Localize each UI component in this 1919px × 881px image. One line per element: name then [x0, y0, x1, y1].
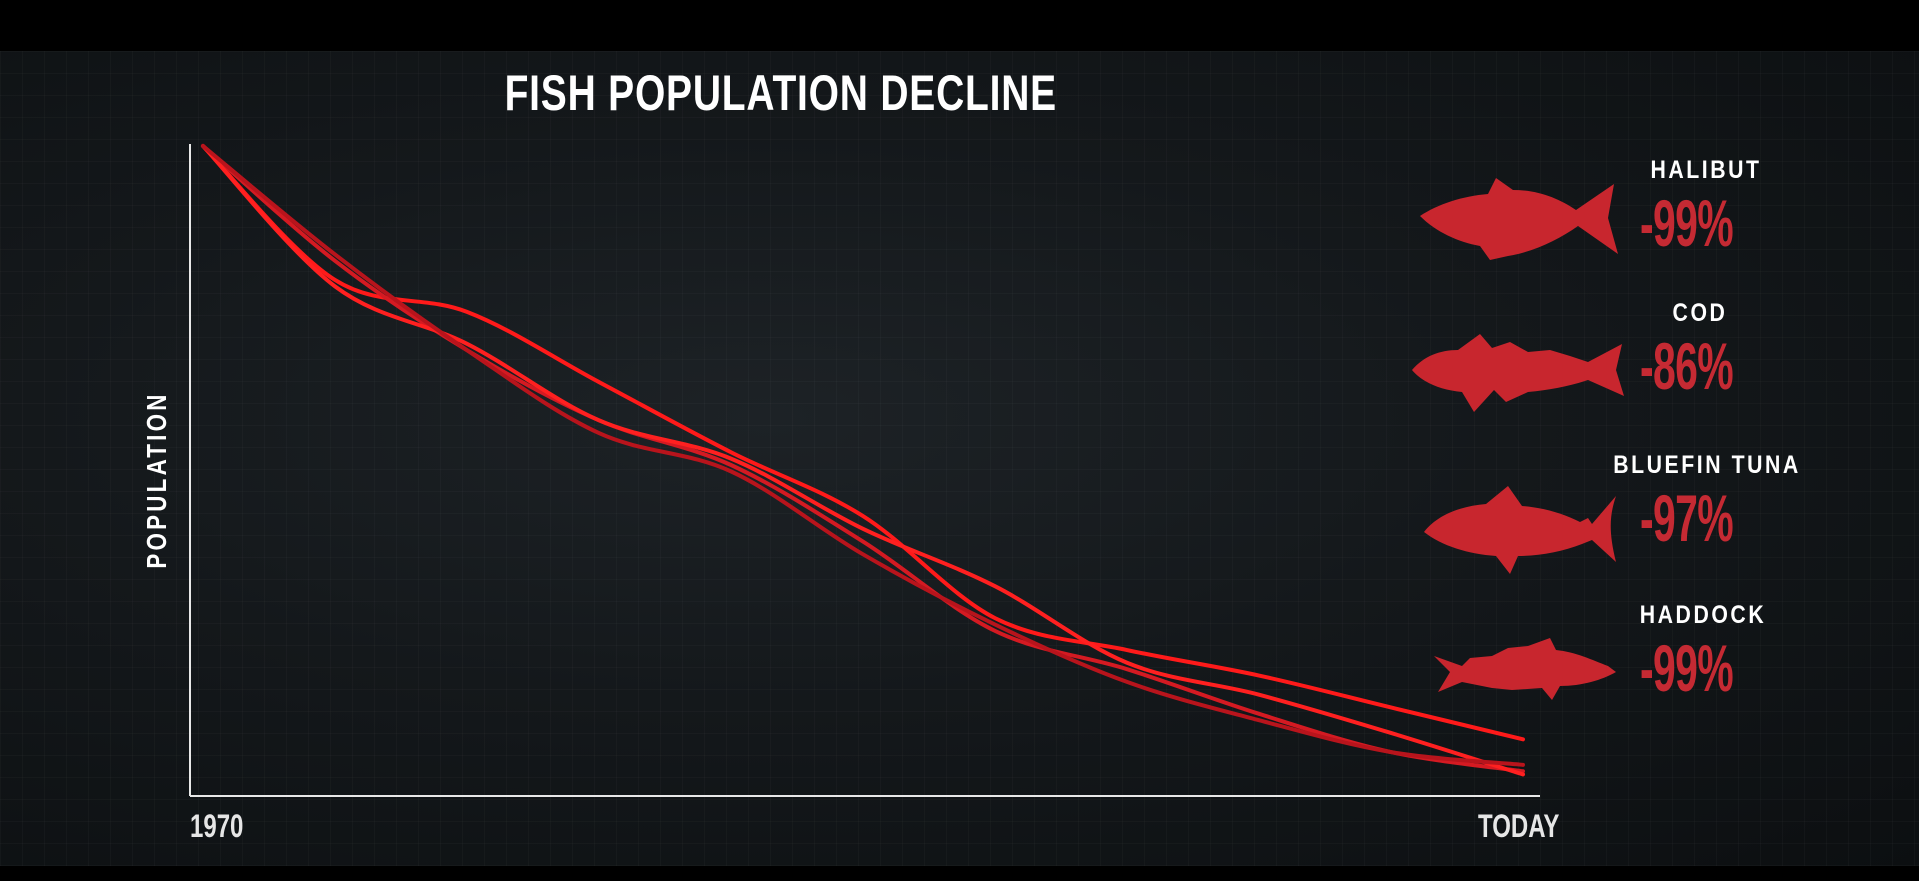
halibut-icon: [1420, 178, 1618, 260]
background-grid: [0, 51, 1919, 866]
chart-title: FISH POPULATION DECLINE: [504, 65, 1057, 121]
series-line-2: [201, 144, 1525, 774]
species-label-halibut: HALIBUT: [1650, 156, 1762, 184]
change-value-haddock: -99%: [1640, 631, 1734, 705]
series-line-1: [201, 144, 1525, 742]
haddock-icon: [1434, 638, 1616, 700]
species-label-bluefin-tuna: BLUEFIN TUNA: [1613, 451, 1801, 479]
series-line-4: [201, 144, 1525, 767]
change-value-cod: -86%: [1640, 329, 1734, 403]
bluefin-tuna-icon: [1424, 486, 1616, 574]
x-tick-label-start: 1970: [190, 808, 244, 844]
letterbox-bottom: [0, 866, 1919, 881]
letterbox-top: [0, 0, 1919, 51]
series-layer: [201, 144, 1525, 777]
change-value-bluefin-tuna: -97%: [1640, 481, 1734, 555]
chart-background: [0, 51, 1919, 866]
x-tick-label-end: TODAY: [1478, 808, 1560, 844]
cod-icon: [1412, 334, 1624, 412]
change-value-halibut: -99%: [1640, 186, 1734, 260]
series-line-3: [201, 144, 1525, 777]
species-label-haddock: HADDOCK: [1639, 601, 1767, 629]
species-label-cod: COD: [1672, 299, 1728, 327]
